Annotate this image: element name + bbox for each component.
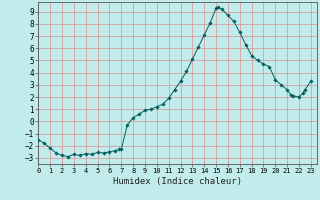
X-axis label: Humidex (Indice chaleur): Humidex (Indice chaleur) bbox=[113, 177, 242, 186]
